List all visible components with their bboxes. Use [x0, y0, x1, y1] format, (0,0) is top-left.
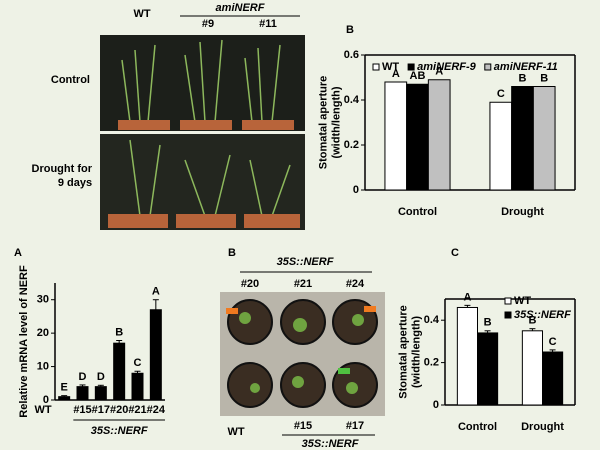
x-tick-label: Drought [521, 421, 564, 433]
photo-label: amiNERF [216, 2, 265, 14]
bar [427, 79, 451, 191]
significance-letter: B [528, 315, 536, 327]
legend-swatch [407, 63, 415, 71]
bar [131, 372, 144, 401]
significance-letter: B [540, 72, 548, 84]
y-axis-label: Stomatal aperture [397, 305, 409, 399]
x-tick-label: Control [458, 421, 497, 433]
bar [94, 386, 107, 401]
y-tick-label: 20 [37, 327, 49, 339]
legend-label: amiNERF-11 [494, 61, 558, 73]
y-tick-label: 0 [353, 184, 359, 196]
y-axis-label: Relative mRNA level of NERF [18, 265, 30, 418]
y-axis-label: (width/length) [330, 86, 342, 158]
panel-label: C [451, 247, 459, 259]
x-tick-label: #24 [147, 404, 166, 416]
y-axis-label: Stomatal aperture [317, 76, 329, 170]
y-tick-label: 0.4 [424, 314, 440, 326]
photo-label: #24 [346, 278, 365, 290]
bar [58, 396, 71, 401]
bar [542, 351, 564, 406]
group-label: 35S::NERF [91, 425, 148, 437]
legend-label: 35S::NERF [514, 309, 571, 321]
photo-label: #17 [346, 420, 364, 432]
y-tick-label: 0 [433, 399, 439, 411]
bar [489, 101, 513, 191]
photo-label: Drought for 9 days [32, 163, 93, 189]
photo-bottom [220, 292, 385, 416]
bar [76, 386, 89, 401]
significance-letter: A [392, 68, 400, 80]
x-tick-label: #17 [92, 404, 110, 416]
significance-letter: E [60, 382, 67, 394]
y-tick-label: 0.6 [344, 49, 359, 61]
significance-letter: AB [410, 70, 426, 82]
bar [149, 309, 162, 401]
significance-letter: A [463, 291, 471, 303]
panel-label: A [14, 247, 22, 259]
y-tick-label: 30 [37, 294, 49, 306]
bar [521, 330, 543, 406]
panel-label: B [228, 247, 236, 259]
x-tick-label: Control [398, 206, 437, 218]
photo-label: 35S::NERF [302, 438, 359, 450]
y-axis-label: (width/length) [410, 316, 422, 388]
photo-label: WT [133, 8, 150, 20]
significance-letter: B [519, 72, 527, 84]
bar [477, 332, 499, 406]
legend-swatch [484, 63, 492, 71]
legend-label: amiNERF-9 [417, 61, 477, 73]
x-tick-label: #15 [73, 404, 91, 416]
photo-label: #9 [202, 18, 214, 30]
y-tick-label: 10 [37, 360, 49, 372]
legend-label: WT [382, 61, 399, 73]
significance-letter: A [152, 286, 160, 298]
significance-letter: C [549, 336, 557, 348]
bar [113, 342, 126, 401]
photo-label: Control [51, 74, 90, 86]
x-tick-label: Drought [501, 206, 544, 218]
bar [511, 86, 534, 191]
y-tick-label: 0 [43, 394, 49, 406]
photo-label: WT [227, 426, 244, 438]
x-tick-label: WT [34, 404, 51, 416]
significance-letter: C [497, 88, 505, 100]
legend-label: WT [514, 295, 531, 307]
significance-letter: A [435, 66, 443, 78]
significance-letter: C [134, 357, 142, 369]
photo-label: #15 [294, 420, 312, 432]
x-tick-label: #21 [128, 404, 146, 416]
photo-label: #11 [259, 18, 277, 30]
bar [456, 306, 479, 406]
photo-top [100, 35, 305, 230]
y-tick-label: 0.2 [424, 357, 439, 369]
photo-label: 35S::NERF [277, 256, 334, 268]
legend-swatch [372, 63, 380, 71]
panel-label: B [346, 24, 354, 36]
y-tick-label: 0.2 [344, 139, 359, 151]
significance-letter: D [97, 371, 105, 383]
legend-swatch [504, 311, 512, 319]
bar [406, 83, 429, 191]
bar [532, 86, 556, 191]
significance-letter: B [484, 317, 492, 329]
x-tick-label: #20 [110, 404, 128, 416]
significance-letter: D [79, 371, 87, 383]
significance-letter: B [115, 326, 123, 338]
y-tick-label: 0.4 [344, 94, 360, 106]
bar [384, 81, 408, 191]
legend-swatch [504, 297, 512, 305]
photo-label: #20 [241, 278, 259, 290]
photo-label: #21 [294, 278, 312, 290]
